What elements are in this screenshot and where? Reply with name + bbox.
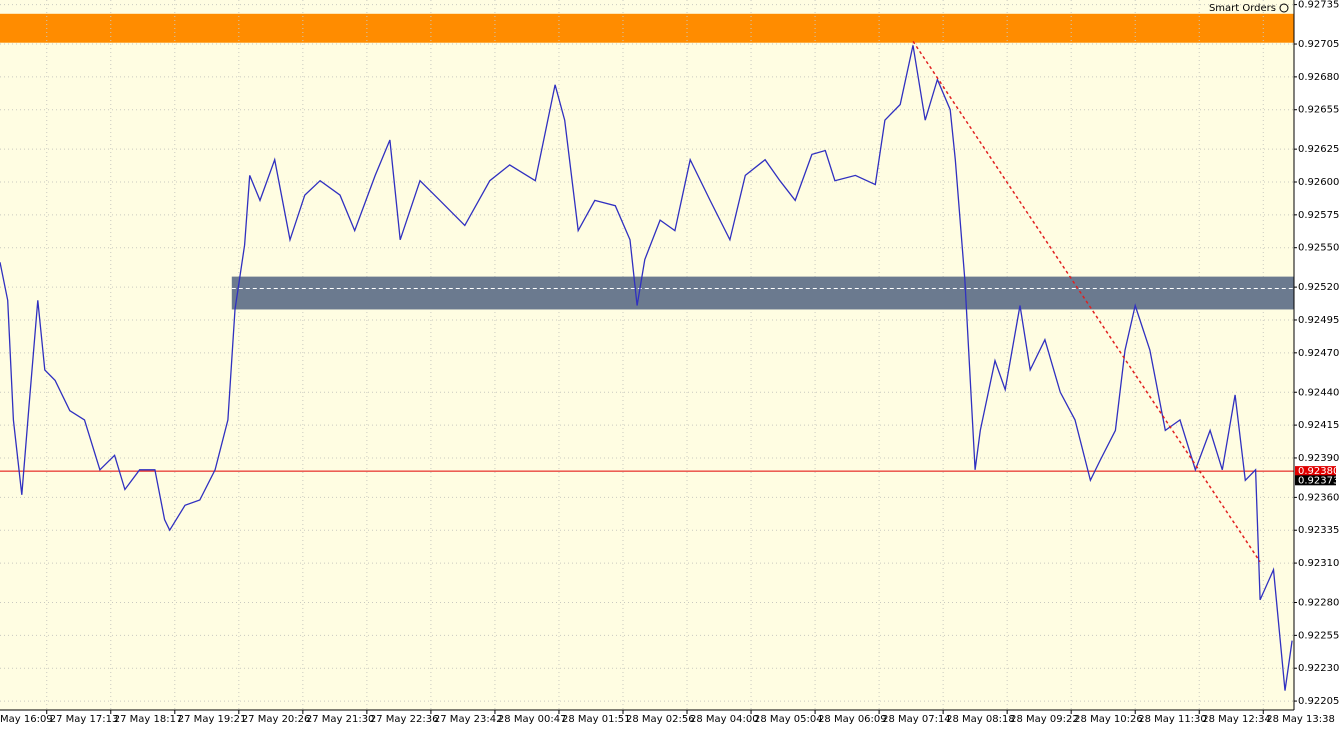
x-tick-label: 28 May 02:56 — [626, 714, 695, 725]
price-line-series — [0, 45, 1293, 691]
price-zone — [231, 276, 1295, 310]
y-tick-label: 0.92520 — [1298, 282, 1339, 293]
x-tick-label: 27 May 19:21 — [178, 714, 247, 725]
x-tick-label: 28 May 13:38 — [1266, 714, 1335, 725]
x-tick-label: 27 May 22:36 — [370, 714, 439, 725]
x-tick-label: 28 May 00:47 — [498, 714, 567, 725]
x-tick-label: 27 May 17:13 — [50, 714, 119, 725]
y-tick-label: 0.92680 — [1298, 72, 1339, 83]
price-label-box — [1295, 466, 1336, 477]
x-tick-label: 27 May 21:30 — [306, 714, 375, 725]
price-label: 0.92380 — [1298, 466, 1339, 477]
x-tick-label: 28 May 12:34 — [1202, 714, 1271, 725]
y-tick-label: 0.92735 — [1298, 0, 1339, 11]
x-tick-label: 27 May 18:17 — [114, 714, 183, 725]
y-tick-label: 0.92230 — [1298, 663, 1339, 674]
y-tick-label: 0.92280 — [1298, 598, 1339, 609]
x-tick-label: 28 May 07:14 — [882, 714, 951, 725]
smart-orders-icon[interactable] — [1279, 3, 1289, 13]
y-tick-label: 0.92360 — [1298, 492, 1339, 503]
x-tick-label: 28 May 01:51 — [562, 714, 631, 725]
y-tick-label: 0.92655 — [1298, 105, 1339, 116]
price-label-box — [1295, 475, 1336, 486]
plot-background — [0, 0, 1294, 710]
x-tick-label: 28 May 10:26 — [1074, 714, 1143, 725]
trend-line — [912, 40, 1261, 563]
x-tick-label: 28 May 05:04 — [754, 714, 823, 725]
y-tick-label: 0.92440 — [1298, 387, 1339, 398]
x-tick-label: 28 May 06:09 — [818, 714, 887, 725]
y-tick-label: 0.92390 — [1298, 453, 1339, 464]
price-band — [0, 13, 1294, 43]
x-tick-label: May 16:09 — [0, 714, 53, 725]
y-tick-label: 0.92205 — [1298, 696, 1339, 707]
y-tick-label: 0.92550 — [1298, 243, 1339, 254]
x-tick-label: 27 May 23:42 — [434, 714, 503, 725]
y-tick-label: 0.92335 — [1298, 525, 1339, 536]
y-tick-label: 0.92575 — [1298, 210, 1339, 221]
y-tick-label: 0.92470 — [1298, 348, 1339, 359]
x-tick-label: 28 May 09:22 — [1010, 714, 1079, 725]
smart-orders-label[interactable]: Smart Orders — [1209, 3, 1276, 14]
price-label: 0.92373 — [1298, 475, 1339, 486]
x-tick-label: 28 May 08:18 — [946, 714, 1015, 725]
x-tick-label: 28 May 11:30 — [1138, 714, 1207, 725]
y-tick-label: 0.92310 — [1298, 558, 1339, 569]
y-tick-label: 0.92625 — [1298, 144, 1339, 155]
y-tick-label: 0.92600 — [1298, 177, 1339, 188]
y-tick-label: 0.92495 — [1298, 315, 1339, 326]
x-tick-label: 27 May 20:26 — [242, 714, 311, 725]
y-tick-label: 0.92705 — [1298, 39, 1339, 50]
y-tick-label: 0.92255 — [1298, 630, 1339, 641]
x-tick-label: 28 May 04:00 — [690, 714, 759, 725]
y-tick-label: 0.92415 — [1298, 420, 1339, 431]
plot-layer — [0, 0, 1295, 710]
